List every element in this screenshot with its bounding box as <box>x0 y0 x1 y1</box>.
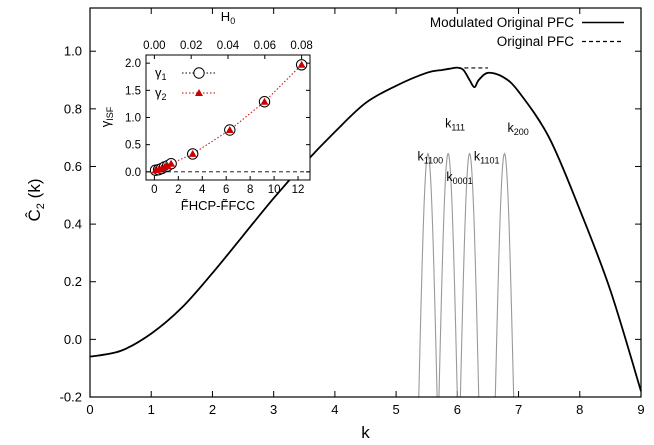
peak-curve <box>459 152 480 398</box>
inset-x-tick-label: 10 <box>268 184 281 196</box>
inset-y-tick-label: 1.5 <box>125 85 141 97</box>
inset-x-tick-label: 4 <box>199 184 206 196</box>
inset-top-tick-label: 0.00 <box>143 40 165 52</box>
main-x-tick-label: 1 <box>148 402 155 417</box>
inset-x-tick-label: 12 <box>292 184 305 196</box>
svg-text:Ĉ2 (k): Ĉ2 (k) <box>25 179 48 222</box>
annotation-base: k <box>446 170 453 184</box>
inset-x-tick-label: 6 <box>223 184 229 196</box>
gamma2-marker <box>167 159 176 167</box>
inset-ylabel-base: γ <box>98 120 113 127</box>
annotation-base: k <box>474 150 481 164</box>
main-y-tick-label: 0.6 <box>64 159 82 174</box>
inset-series <box>146 59 310 176</box>
legend-label-modulated: Modulated Original PFC <box>430 15 574 30</box>
inset-x-axis-label: F̃HCP-F̃FCC <box>181 198 255 213</box>
annotation-sub: 0001 <box>453 176 473 186</box>
inset-y-tick-label: 0.5 <box>125 140 141 152</box>
gamma2-marker <box>163 161 172 169</box>
annotation-sub: 1101 <box>480 156 499 166</box>
peak-curve <box>494 152 515 398</box>
annotation-base: k <box>445 117 452 131</box>
inset-title-base: H <box>221 9 230 24</box>
inset-title-sub: 0 <box>230 16 235 26</box>
y-axis-label-suffix: 2 <box>35 203 47 209</box>
main-x-tick-label: 0 <box>86 402 93 417</box>
main-x-tick-label: 2 <box>209 402 216 417</box>
peak-annotation: k0001 <box>446 170 472 186</box>
inset-plot: 0 2 4 6 8 10 120.00 0.02 0.04 0.06 0.080.00.51.01.… <box>98 9 313 213</box>
main-x-tick-label: 8 <box>576 402 583 417</box>
inset-top-tick-label: 0.06 <box>254 40 276 52</box>
main-x-axis-label: k <box>361 423 370 442</box>
gamma2-marker <box>297 60 306 68</box>
inset-legend-marker-gamma1 <box>193 67 205 79</box>
inset-legend-marker-gamma2 <box>195 89 203 96</box>
peak-curve <box>438 152 458 398</box>
annotation-sub: 1100 <box>424 156 443 166</box>
svg-text:γISF: γISF <box>98 106 115 127</box>
main-y-axis-label: Ĉ2 (k) <box>25 179 48 222</box>
inset-legend-base: γ <box>155 65 162 80</box>
main-y-tick-label: 0.8 <box>64 101 82 116</box>
main-plot: 0 1 2 3 4 5 6 7 8 9-0.20.00.20.40.60.81.0 k Ĉ2 (… <box>25 7 645 442</box>
main-plot-frame <box>89 7 642 398</box>
y-axis-label-tail: (k) <box>25 179 44 199</box>
gamma2-marker <box>188 149 197 157</box>
main-x-tick-label: 9 <box>637 402 644 417</box>
inset-top-axis-title: H0 <box>221 9 235 26</box>
peak-annotation: k111 <box>445 117 465 133</box>
inset-top-tick-label: 0.08 <box>290 40 312 52</box>
inset-ylabel-sub: ISF <box>105 106 115 121</box>
inset-plot-frame <box>145 54 311 181</box>
series-modulated-original-pfc <box>89 66 642 392</box>
legend-label-original: Original PFC <box>497 34 575 49</box>
inset-x-tick-label: 8 <box>247 184 253 196</box>
inset-legend-sub: 2 <box>162 92 167 102</box>
gamma2-marker <box>225 126 234 133</box>
main-y-tick-label: 0.0 <box>64 332 82 347</box>
main-y-tick-label: 1.0 <box>64 44 82 59</box>
gamma2-marker <box>260 97 269 105</box>
y-axis-label-base: Ĉ <box>25 209 44 221</box>
peak-annotation: k200 <box>508 121 529 137</box>
peak-annotation: k1100 <box>418 150 444 166</box>
main-x-tick-label: 7 <box>515 402 522 417</box>
inset-y-tick-label: 1.0 <box>125 113 141 125</box>
inset-y-tick-label: 2.0 <box>125 58 141 70</box>
inset-legend-sub: 1 <box>162 72 167 82</box>
main-x-tick-label: 5 <box>392 402 399 417</box>
annotation-sub: 200 <box>514 127 529 137</box>
inset-legend-label: γ1 <box>155 65 167 82</box>
peak-curve <box>418 152 438 398</box>
inset-y-axis-label: γISF <box>98 106 115 127</box>
main-y-tick-label: -0.2 <box>60 390 82 405</box>
main-tick-labels: 0 1 2 3 4 5 6 7 8 9-0.20.00.20.40.60.81.0 <box>60 44 645 417</box>
inset-axis-ticks: 0 2 4 6 8 10 120.00 0.02 0.04 0.06 0.080.00.51.01.… <box>125 40 313 196</box>
main-x-tick-label: 6 <box>454 402 461 417</box>
inset-top-tick-label: 0.02 <box>180 40 202 52</box>
main-legend: Modulated Original PFC Original PFC <box>430 15 624 49</box>
main-y-tick-label: 0.4 <box>64 217 82 232</box>
main-y-tick-label: 0.2 <box>64 274 82 289</box>
inset-y-tick-label: 0.0 <box>125 167 141 179</box>
inset-x-tick-label: 0 <box>151 184 157 196</box>
inset-legend-base: γ <box>155 85 162 100</box>
annotation-base: k <box>418 150 425 164</box>
main-series <box>89 66 642 398</box>
peak-annotation: k1101 <box>474 150 500 166</box>
inset-legend-label: γ2 <box>155 85 167 102</box>
inset-top-tick-label: 0.04 <box>217 40 240 52</box>
annotation-sub: 111 <box>451 123 465 133</box>
main-x-tick-label: 3 <box>270 402 277 417</box>
main-x-tick-label: 4 <box>331 402 338 417</box>
annotation-base: k <box>508 121 515 135</box>
inset-x-tick-label: 2 <box>175 184 181 196</box>
